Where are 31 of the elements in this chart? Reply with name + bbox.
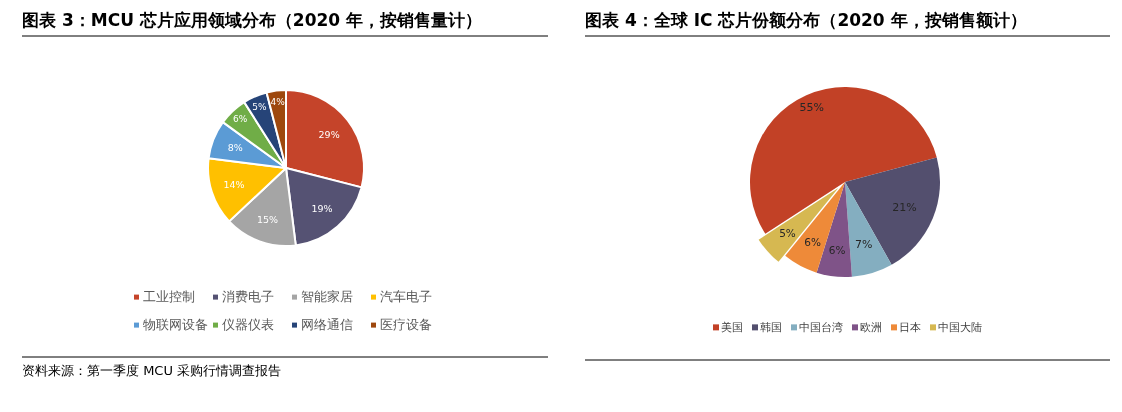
legend-label: 智能家居 — [301, 289, 353, 304]
slice-label: 55% — [799, 101, 824, 115]
legend-label: 韩国 — [760, 321, 782, 334]
slice-label: 8% — [227, 142, 243, 154]
slice-label: 6% — [828, 243, 846, 256]
legend-label: 物联网设备 — [143, 317, 208, 332]
slice-label: 6% — [232, 114, 248, 125]
slice-label: 6% — [804, 235, 821, 248]
legend-label: 医疗设备 — [380, 317, 432, 332]
slice-label: 14% — [223, 179, 245, 191]
slice-label: 21% — [892, 200, 917, 214]
chart-title: 图表 3：MCU 芯片应用领域分布（2020 年，按销售量计） — [22, 10, 483, 30]
legend-label: 欧洲 — [860, 321, 882, 334]
slice-label: 5% — [779, 227, 796, 240]
legend-label: 消费电子 — [222, 289, 274, 304]
slice-label: 15% — [256, 213, 279, 225]
legend-label: 日本 — [899, 321, 921, 334]
legend-label: 中国台湾 — [799, 321, 843, 334]
chart-title: 图表 4：全球 IC 芯片份额分布（2020 年，按销售额计） — [585, 10, 1027, 30]
slice-label: 7% — [854, 237, 873, 251]
text: 资料来源：第一季度 MCU 采购行情调查报告 — [22, 363, 282, 378]
legend-label: 美国 — [721, 321, 743, 334]
slice-label: 4% — [270, 96, 285, 107]
legend-label: 中国大陆 — [938, 321, 982, 334]
slice-label: 29% — [318, 128, 340, 140]
legend-label: 工业控制 — [143, 289, 195, 304]
legend-label: 汽车电子 — [380, 289, 432, 304]
legend-label: 网络通信 — [301, 317, 353, 332]
legend-label: 仪器仪表 — [222, 317, 274, 332]
slice-label: 5% — [252, 101, 267, 112]
slice-label: 19% — [311, 203, 333, 215]
